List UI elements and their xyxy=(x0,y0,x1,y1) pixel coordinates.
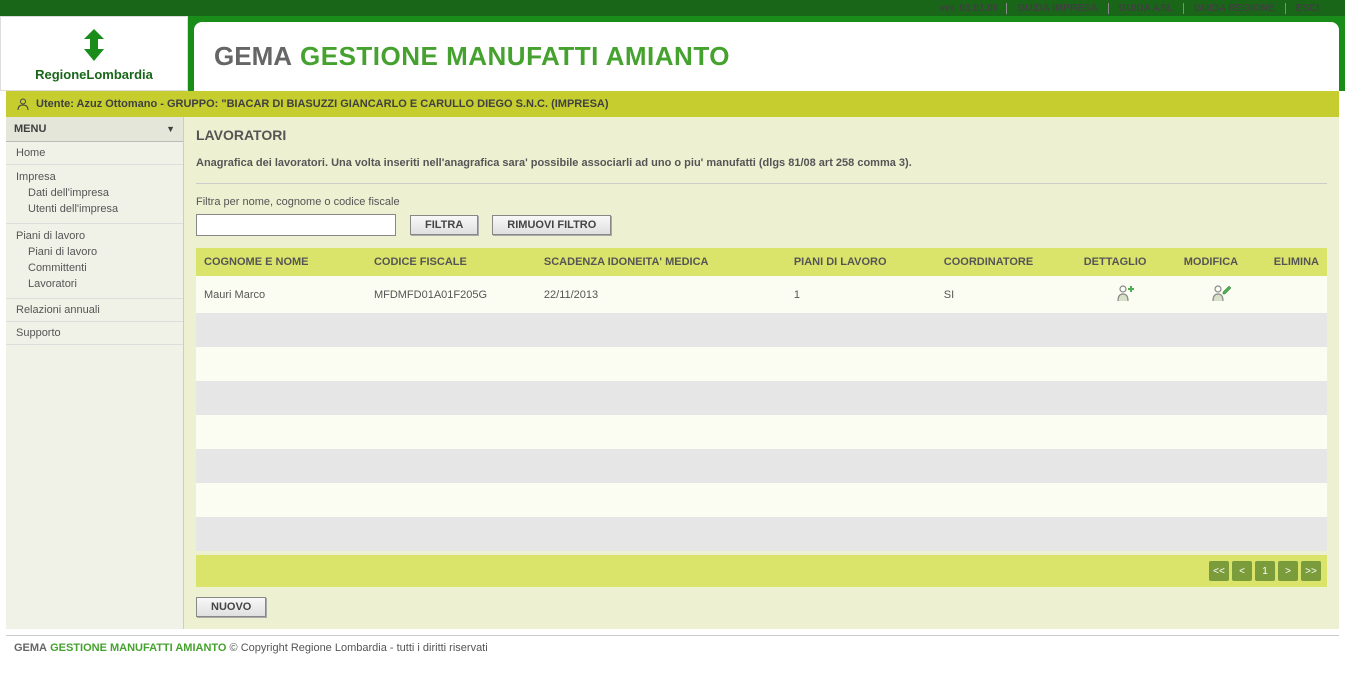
th-cf: CODICE FISCALE xyxy=(366,248,536,276)
table-body: Mauri Marco MFDMFD01A01F205G 22/11/2013 … xyxy=(196,276,1327,551)
cell-scadenza: 22/11/2013 xyxy=(536,276,786,313)
link-esci[interactable]: ESCI xyxy=(1285,3,1329,14)
cell-coord: SI xyxy=(936,276,1076,313)
remove-filter-button[interactable]: RIMUOVI FILTRO xyxy=(492,215,611,235)
title-sub: GESTIONE MANUFATTI AMIANTO xyxy=(300,41,730,72)
th-modifica: MODIFICA xyxy=(1176,248,1266,276)
pager-page[interactable]: 1 xyxy=(1255,561,1275,581)
logo-text: RegioneLombardia xyxy=(35,67,153,82)
th-nome: COGNOME E NOME xyxy=(196,248,366,276)
pager-bar: << < 1 > >> xyxy=(196,555,1327,587)
filter-input[interactable] xyxy=(196,214,396,236)
user-text: Utente: Azuz Ottomano - GRUPPO: "BIACAR … xyxy=(36,98,609,110)
content: MENU ▼ Home Impresa Dati dell'impresa Ut… xyxy=(6,117,1339,629)
menu-utenti-impresa[interactable]: Utenti dell'impresa xyxy=(6,201,183,217)
page-title: LAVORATORI xyxy=(196,127,1327,143)
table-row-empty xyxy=(196,449,1327,483)
th-dettaglio: DETTAGLIO xyxy=(1076,248,1176,276)
header: RegioneLombardia GEMA GESTIONE MANUFATTI… xyxy=(0,16,1345,91)
filter-label: Filtra per nome, cognome o codice fiscal… xyxy=(196,196,1327,208)
menu-header[interactable]: MENU ▼ xyxy=(6,117,183,142)
menu-home[interactable]: Home xyxy=(6,142,183,165)
pager-last[interactable]: >> xyxy=(1301,561,1321,581)
table-row-empty xyxy=(196,347,1327,381)
menu-relazioni[interactable]: Relazioni annuali xyxy=(6,299,183,322)
menu-group-piani: Piani di lavoro Piani di lavoro Committe… xyxy=(6,224,183,299)
th-scadenza: SCADENZA IDONEITA' MEDICA xyxy=(536,248,786,276)
table-row-empty xyxy=(196,313,1327,347)
footer-sub: GESTIONE MANUFATTI AMIANTO xyxy=(50,642,226,654)
link-guida-regione[interactable]: GUIDA REGIONE xyxy=(1183,3,1285,14)
sidebar: MENU ▼ Home Impresa Dati dell'impresa Ut… xyxy=(6,117,184,629)
table-row-empty xyxy=(196,381,1327,415)
cell-elimina xyxy=(1266,276,1327,313)
menu-group-impresa: Impresa Dati dell'impresa Utenti dell'im… xyxy=(6,165,183,224)
pager-next[interactable]: > xyxy=(1278,561,1298,581)
logo-box: RegioneLombardia xyxy=(0,16,188,91)
filter-row: FILTRA RIMUOVI FILTRO xyxy=(196,214,1327,236)
cell-dettaglio xyxy=(1076,276,1176,313)
main: LAVORATORI Anagrafica dei lavoratori. Un… xyxy=(184,117,1339,629)
topbar: ver. 01.01.00 GUIDA IMPRESA GUIDA ASL GU… xyxy=(0,0,1345,16)
footer-rest: © Copyright Regione Lombardia - tutti i … xyxy=(230,642,488,654)
cell-cf: MFDMFD01A01F205G xyxy=(366,276,536,313)
page-description: Anagrafica dei lavoratori. Una volta ins… xyxy=(196,157,1327,169)
pager-prev[interactable]: < xyxy=(1232,561,1252,581)
table-row: Mauri Marco MFDMFD01A01F205G 22/11/2013 … xyxy=(196,276,1327,313)
edit-icon[interactable] xyxy=(1211,284,1231,302)
menu-committenti[interactable]: Committenti xyxy=(6,260,183,276)
th-elimina: ELIMINA xyxy=(1266,248,1327,276)
filter-button[interactable]: FILTRA xyxy=(410,215,478,235)
user-icon xyxy=(16,97,30,111)
footer-gema: GEMA xyxy=(14,642,47,654)
cell-piani: 1 xyxy=(786,276,936,313)
menu-lavoratori[interactable]: Lavoratori xyxy=(6,276,183,292)
lombardia-logo-icon xyxy=(74,25,114,65)
version-label: ver. 01.01.00 xyxy=(939,3,998,14)
title-gema: GEMA xyxy=(214,41,292,72)
table-row-empty xyxy=(196,415,1327,449)
cell-nome: Mauri Marco xyxy=(196,276,366,313)
new-button[interactable]: NUOVO xyxy=(196,597,266,617)
table-row-empty xyxy=(196,517,1327,551)
pager-first[interactable]: << xyxy=(1209,561,1229,581)
menu-header-label: MENU xyxy=(14,123,46,135)
divider xyxy=(196,183,1327,184)
chevron-down-icon: ▼ xyxy=(166,124,175,134)
menu-piani-title[interactable]: Piani di lavoro xyxy=(6,228,183,244)
detail-icon[interactable] xyxy=(1116,284,1136,302)
menu-dati-impresa[interactable]: Dati dell'impresa xyxy=(6,185,183,201)
link-guida-impresa[interactable]: GUIDA IMPRESA xyxy=(1006,3,1107,14)
link-guida-asl[interactable]: GUIDA ASL xyxy=(1108,3,1183,14)
workers-table: COGNOME E NOME CODICE FISCALE SCADENZA I… xyxy=(196,248,1327,551)
user-bar: Utente: Azuz Ottomano - GRUPPO: "BIACAR … xyxy=(6,91,1339,117)
cell-modifica xyxy=(1176,276,1266,313)
menu-supporto[interactable]: Supporto xyxy=(6,322,183,345)
th-coord: COORDINATORE xyxy=(936,248,1076,276)
table-row-empty xyxy=(196,483,1327,517)
new-row: NUOVO xyxy=(196,595,1327,617)
title-area: GEMA GESTIONE MANUFATTI AMIANTO xyxy=(194,22,1339,91)
table-header-row: COGNOME E NOME CODICE FISCALE SCADENZA I… xyxy=(196,248,1327,276)
footer: GEMA GESTIONE MANUFATTI AMIANTO © Copyri… xyxy=(6,635,1339,660)
menu-impresa-title[interactable]: Impresa xyxy=(6,169,183,185)
th-piani: PIANI DI LAVORO xyxy=(786,248,936,276)
menu-piani-lavoro[interactable]: Piani di lavoro xyxy=(6,244,183,260)
